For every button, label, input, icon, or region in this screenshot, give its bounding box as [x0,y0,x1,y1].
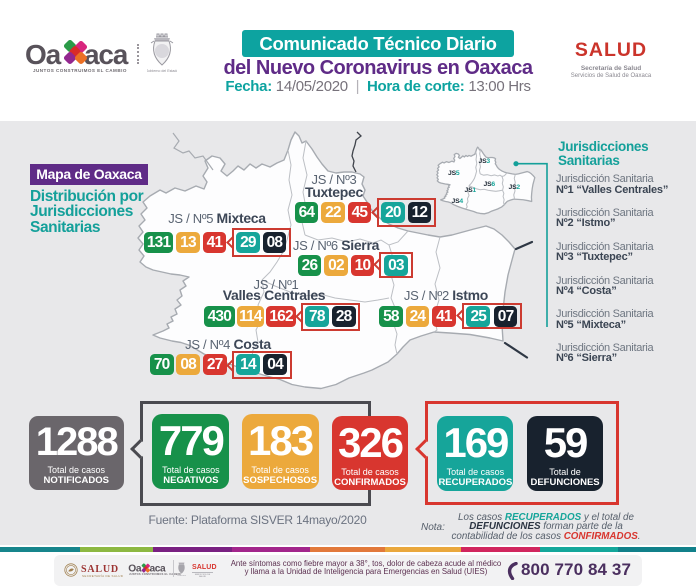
svg-text:Gobierno: Gobierno [177,574,187,577]
svg-text:Gobierno del Estado: Gobierno del Estado [147,69,177,73]
svg-text:aca: aca [150,563,167,573]
svg-text:Oa: Oa [128,563,142,573]
svg-text:Oa: Oa [25,40,62,68]
svg-text:aca: aca [84,40,129,68]
